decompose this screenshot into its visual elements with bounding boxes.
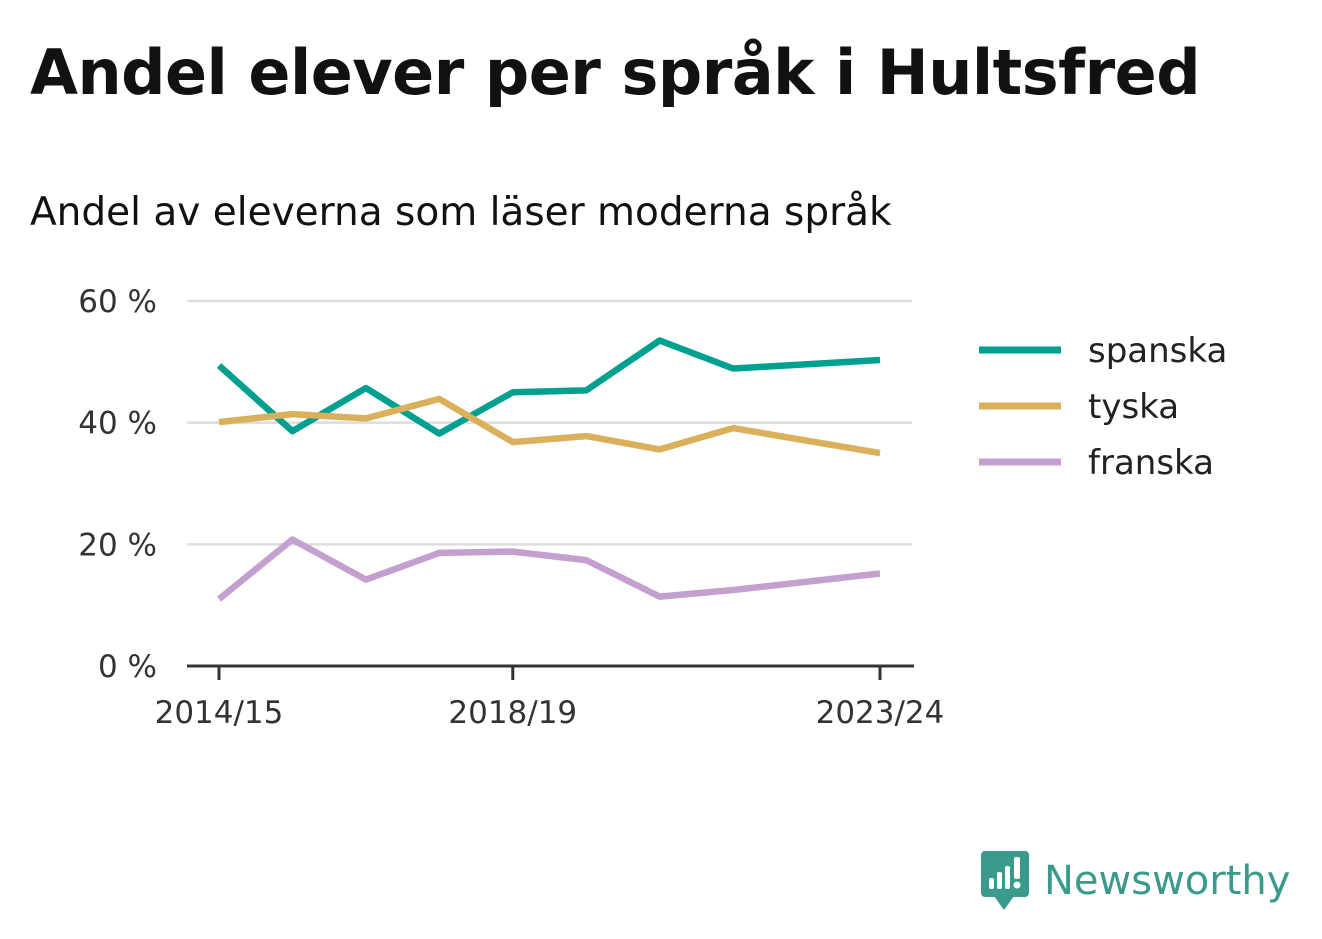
- x-tick-label: 2023/24: [816, 695, 945, 731]
- legend-label-spanska: spanska: [1088, 331, 1227, 371]
- x-axis: 2014/15 2018/19 2023/24: [155, 664, 945, 731]
- y-tick-label: 0 %: [98, 649, 157, 685]
- legend-label-tyska: tyska: [1088, 387, 1179, 427]
- grid-lines: 0 % 20 % 40 % 60 %: [78, 284, 912, 685]
- series-line-tyska: [218, 395, 881, 457]
- legend: spanska tyska franska: [979, 331, 1227, 483]
- series-line-spanska: [216, 337, 881, 437]
- x-tick-label: 2018/19: [448, 695, 577, 731]
- chart-title: Andel elever per språk i Hultsfred: [30, 36, 1201, 109]
- series-line-franska: [216, 536, 881, 602]
- legend-label-franska: franska: [1088, 443, 1214, 483]
- x-tick-label: 2014/15: [155, 695, 284, 731]
- chart-subtitle: Andel av eleverna som läser moderna språ…: [30, 190, 892, 235]
- y-tick-label: 20 %: [78, 527, 157, 563]
- y-tick-label: 60 %: [78, 284, 157, 320]
- y-tick-label: 40 %: [78, 406, 157, 442]
- series-lines: [216, 337, 881, 602]
- newsworthy-logo-icon: [981, 851, 1029, 910]
- brand-name: Newsworthy: [1044, 858, 1291, 904]
- brand-logo: Newsworthy: [980, 850, 1290, 912]
